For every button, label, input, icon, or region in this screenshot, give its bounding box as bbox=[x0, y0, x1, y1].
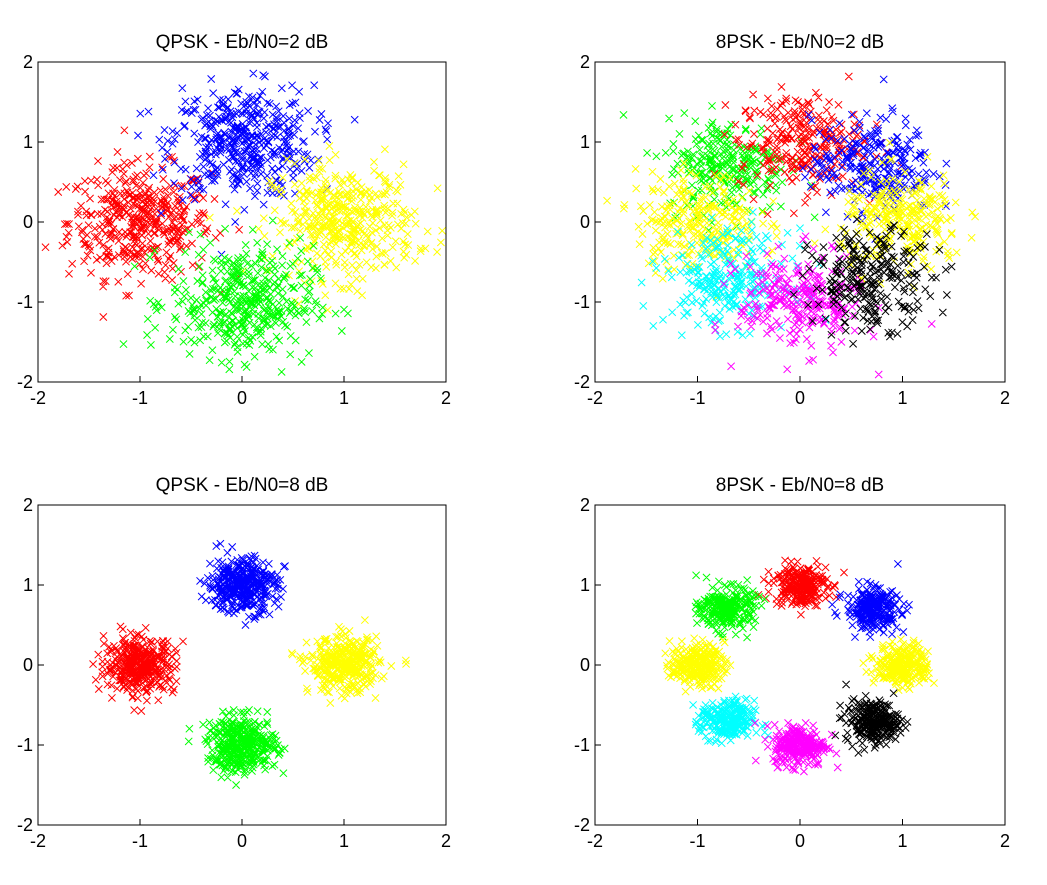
y-tick-label: -2 bbox=[17, 372, 33, 392]
x-tick-label: -1 bbox=[132, 831, 148, 851]
scatter-cluster bbox=[710, 72, 906, 219]
chart-8psk-8db: 8PSK - Eb/N0=8 dB -2 -1 0 1 2 -2 -1 0 1 … bbox=[574, 475, 1010, 851]
y-tick-label: -2 bbox=[574, 372, 590, 392]
scatter-cluster bbox=[205, 142, 447, 314]
chart-qpsk-8db: QPSK - Eb/N0=8 dB -2 -1 0 1 2 -2 -1 0 1 … bbox=[17, 475, 451, 851]
x-tick-label: -1 bbox=[689, 831, 705, 851]
x-tick-label: -2 bbox=[587, 388, 603, 408]
scatter-cluster bbox=[691, 571, 769, 642]
scatter-cluster bbox=[750, 719, 842, 776]
y-tick-label: 1 bbox=[580, 132, 590, 152]
y-tick-label: -1 bbox=[574, 292, 590, 312]
scatter-marks bbox=[41, 69, 447, 376]
scatter-cluster bbox=[754, 556, 848, 619]
scatter-cluster bbox=[831, 680, 912, 757]
x-tick-label: 2 bbox=[441, 831, 451, 851]
chart-8psk-2db: 8PSK - Eb/N0=2 dB -2 -1 0 1 2 -2 -1 0 1 … bbox=[574, 32, 1010, 408]
scatter-cluster bbox=[661, 634, 735, 696]
y-tick-label: -1 bbox=[574, 735, 590, 755]
x-ticks: -2 -1 0 1 2 bbox=[30, 376, 451, 408]
chart-title: 8PSK - Eb/N0=2 dB bbox=[716, 32, 884, 53]
x-ticks: -2 -1 0 1 2 bbox=[587, 376, 1010, 408]
scatter-cluster bbox=[184, 705, 289, 789]
chart-title: 8PSK - Eb/N0=8 dB bbox=[716, 475, 884, 496]
scatter-cluster bbox=[810, 138, 980, 292]
y-tick-label: -1 bbox=[17, 292, 33, 312]
y-tick-label: 0 bbox=[23, 212, 33, 232]
y-tick-label: -1 bbox=[17, 735, 33, 755]
scatter-cluster bbox=[134, 69, 359, 259]
scatter-cluster bbox=[789, 215, 956, 348]
x-tick-label: 1 bbox=[339, 831, 349, 851]
scatter-cluster bbox=[287, 616, 411, 707]
scatter-marks bbox=[661, 556, 938, 776]
scatter-cluster bbox=[119, 216, 352, 376]
y-tick-label: 2 bbox=[23, 52, 33, 72]
chart-title: QPSK - Eb/N0=8 dB bbox=[156, 475, 329, 496]
y-tick-label: 0 bbox=[580, 655, 590, 675]
x-tick-label: -2 bbox=[30, 831, 46, 851]
y-tick-label: 1 bbox=[580, 575, 590, 595]
scatter-cluster bbox=[196, 539, 289, 629]
y-tick-label: 0 bbox=[580, 212, 590, 232]
y-ticks: -2 -1 0 1 2 bbox=[574, 52, 601, 392]
y-tick-label: 1 bbox=[23, 132, 33, 152]
y-ticks: -2 -1 0 1 2 bbox=[17, 52, 44, 392]
chart-qpsk-2db: QPSK - Eb/N0=2 dB -2 -1 0 1 2 -2 -1 0 1 … bbox=[17, 32, 451, 408]
y-tick-label: 2 bbox=[23, 495, 33, 515]
y-tick-label: 2 bbox=[580, 52, 590, 72]
x-tick-label: 2 bbox=[1000, 388, 1010, 408]
x-tick-label: 1 bbox=[897, 831, 907, 851]
x-tick-label: 0 bbox=[237, 388, 247, 408]
scatter-marks bbox=[89, 539, 411, 789]
y-tick-label: 1 bbox=[23, 575, 33, 595]
y-ticks: -2 -1 0 1 2 bbox=[574, 495, 601, 835]
axes-box bbox=[594, 504, 1006, 826]
chart-title: QPSK - Eb/N0=2 dB bbox=[156, 32, 329, 53]
y-tick-label: -2 bbox=[574, 815, 590, 835]
y-tick-label: -2 bbox=[17, 815, 33, 835]
scatter-cluster bbox=[689, 692, 772, 748]
scatter-cluster bbox=[828, 559, 913, 642]
x-ticks: -2 -1 0 1 2 bbox=[587, 819, 1010, 851]
x-tick-label: 2 bbox=[1000, 831, 1010, 851]
x-tick-label: 1 bbox=[339, 388, 349, 408]
x-tick-label: 2 bbox=[441, 388, 451, 408]
scatter-cluster bbox=[859, 635, 938, 695]
x-tick-label: -2 bbox=[587, 831, 603, 851]
x-tick-label: -1 bbox=[689, 388, 705, 408]
scatter-cluster bbox=[89, 622, 187, 715]
x-tick-label: -2 bbox=[30, 388, 46, 408]
x-tick-label: -1 bbox=[132, 388, 148, 408]
x-tick-label: 1 bbox=[897, 388, 907, 408]
y-tick-label: 0 bbox=[23, 655, 33, 675]
x-tick-label: 0 bbox=[795, 831, 805, 851]
scatter-marks bbox=[603, 72, 980, 379]
x-ticks: -2 -1 0 1 2 bbox=[30, 819, 451, 851]
y-tick-label: 2 bbox=[580, 495, 590, 515]
x-tick-label: 0 bbox=[795, 388, 805, 408]
y-ticks: -2 -1 0 1 2 bbox=[17, 495, 44, 835]
x-tick-label: 0 bbox=[237, 831, 247, 851]
scatter-cluster bbox=[798, 75, 951, 244]
